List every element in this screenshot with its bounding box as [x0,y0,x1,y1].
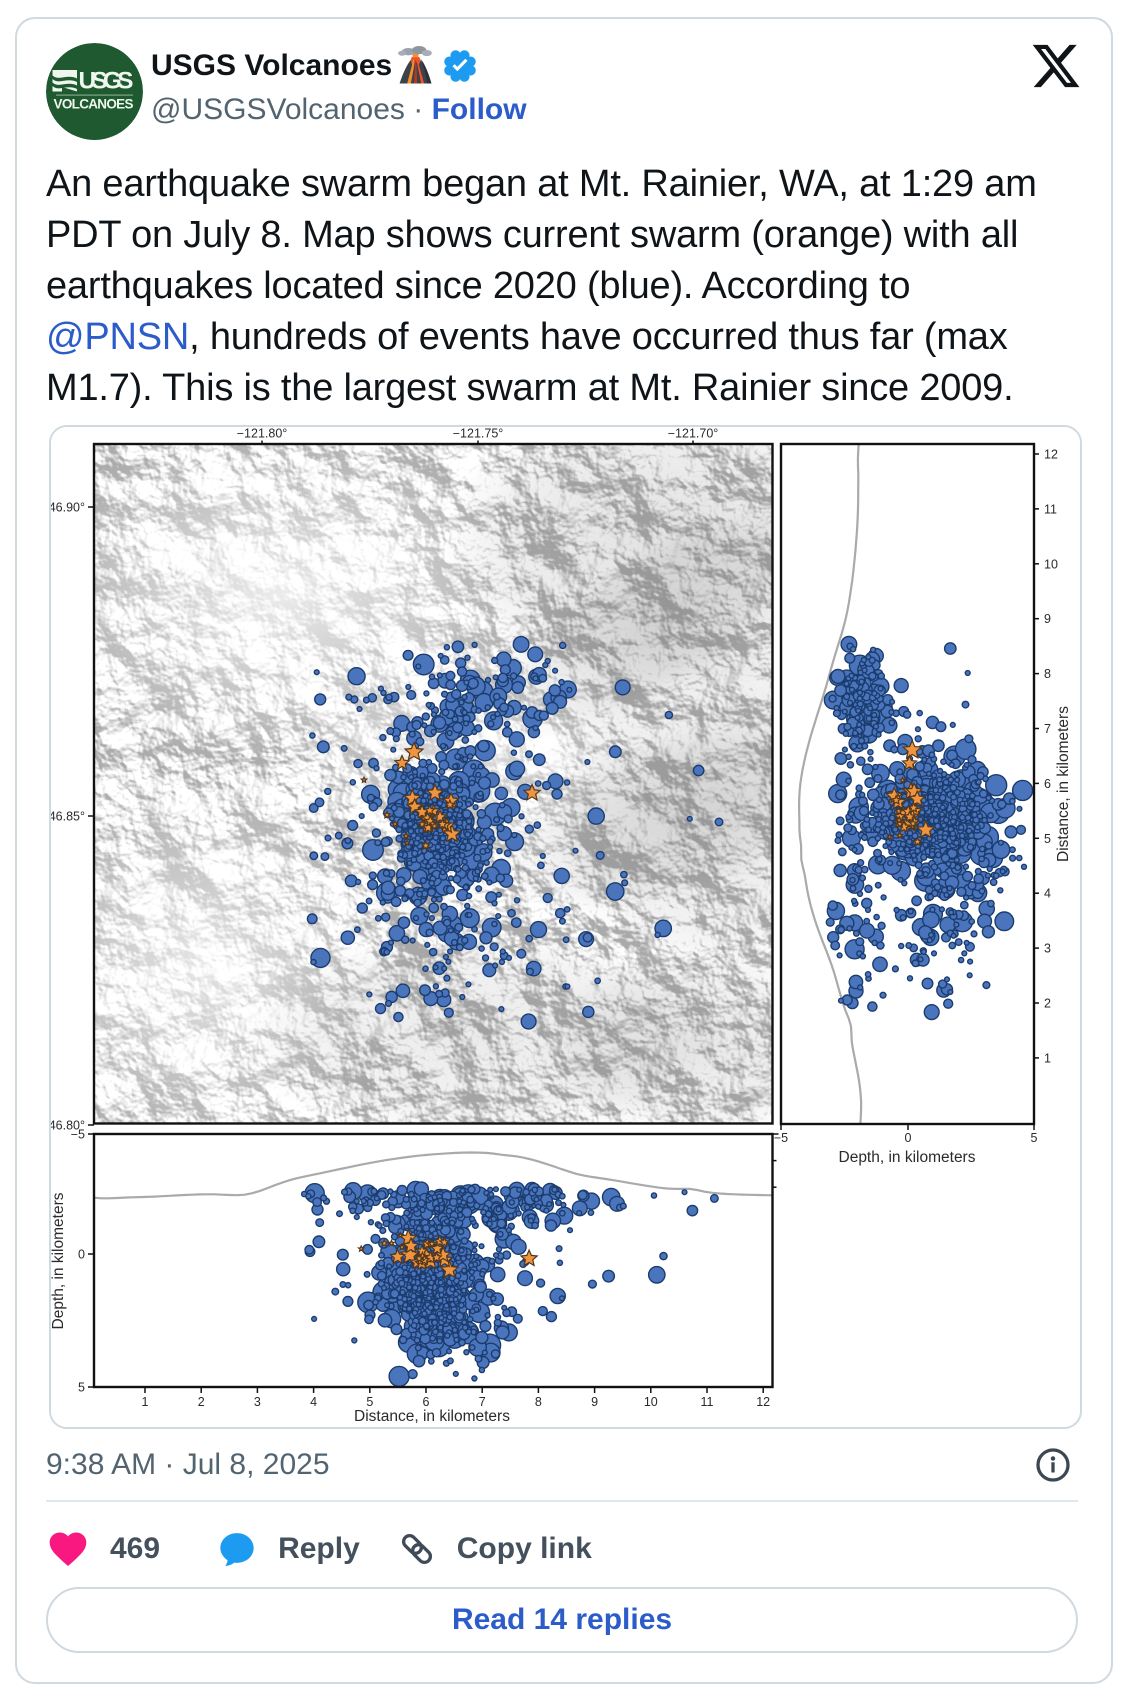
svg-text:Depth, in kilometers: Depth, in kilometers [839,1149,976,1166]
svg-text:10: 10 [644,1395,658,1409]
svg-text:Distance, in kilometers: Distance, in kilometers [1055,706,1072,862]
svg-text:USGS: USGS [79,68,134,95]
svg-text:11: 11 [1044,502,1057,516]
svg-text:7: 7 [479,1395,486,1409]
svg-text:7: 7 [1044,722,1051,736]
svg-text:0: 0 [78,1248,85,1262]
svg-text:−121.70°: −121.70° [668,426,719,440]
svg-text:3: 3 [1044,942,1051,956]
svg-text:Distance, in kilometers: Distance, in kilometers [354,1408,510,1425]
svg-text:10: 10 [1044,557,1058,571]
svg-text:Depth, in kilometers: Depth, in kilometers [50,1192,67,1329]
svg-text:4: 4 [310,1395,317,1409]
svg-text:5: 5 [1044,832,1051,846]
svg-text:11: 11 [701,1395,714,1409]
svg-text:46.85°: 46.85° [49,810,85,824]
svg-text:VOLCANOES: VOLCANOES [54,97,134,112]
svg-text:6: 6 [423,1395,430,1409]
svg-text:1: 1 [142,1395,149,1409]
svg-text:3: 3 [254,1395,261,1409]
svg-text:46.90°: 46.90° [49,501,85,515]
svg-text:−121.75°: −121.75° [453,426,504,440]
svg-text:12: 12 [756,1395,770,1409]
svg-text:−121.80°: −121.80° [237,426,288,440]
svg-text:2: 2 [198,1395,205,1409]
svg-text:5: 5 [78,1381,85,1395]
svg-text:12: 12 [1044,448,1058,462]
svg-text:−5: −5 [71,1128,85,1142]
svg-text:0: 0 [905,1131,912,1145]
svg-text:4: 4 [1044,887,1051,901]
svg-text:5: 5 [366,1395,373,1409]
svg-text:6: 6 [1044,777,1051,791]
svg-text:2: 2 [1044,997,1051,1011]
svg-text:8: 8 [535,1395,542,1409]
svg-text:1: 1 [1044,1051,1051,1065]
svg-text:9: 9 [1044,612,1051,626]
svg-text:9: 9 [591,1395,598,1409]
svg-text:−5: −5 [774,1131,788,1145]
svg-text:8: 8 [1044,667,1051,681]
svg-text:5: 5 [1031,1131,1038,1145]
